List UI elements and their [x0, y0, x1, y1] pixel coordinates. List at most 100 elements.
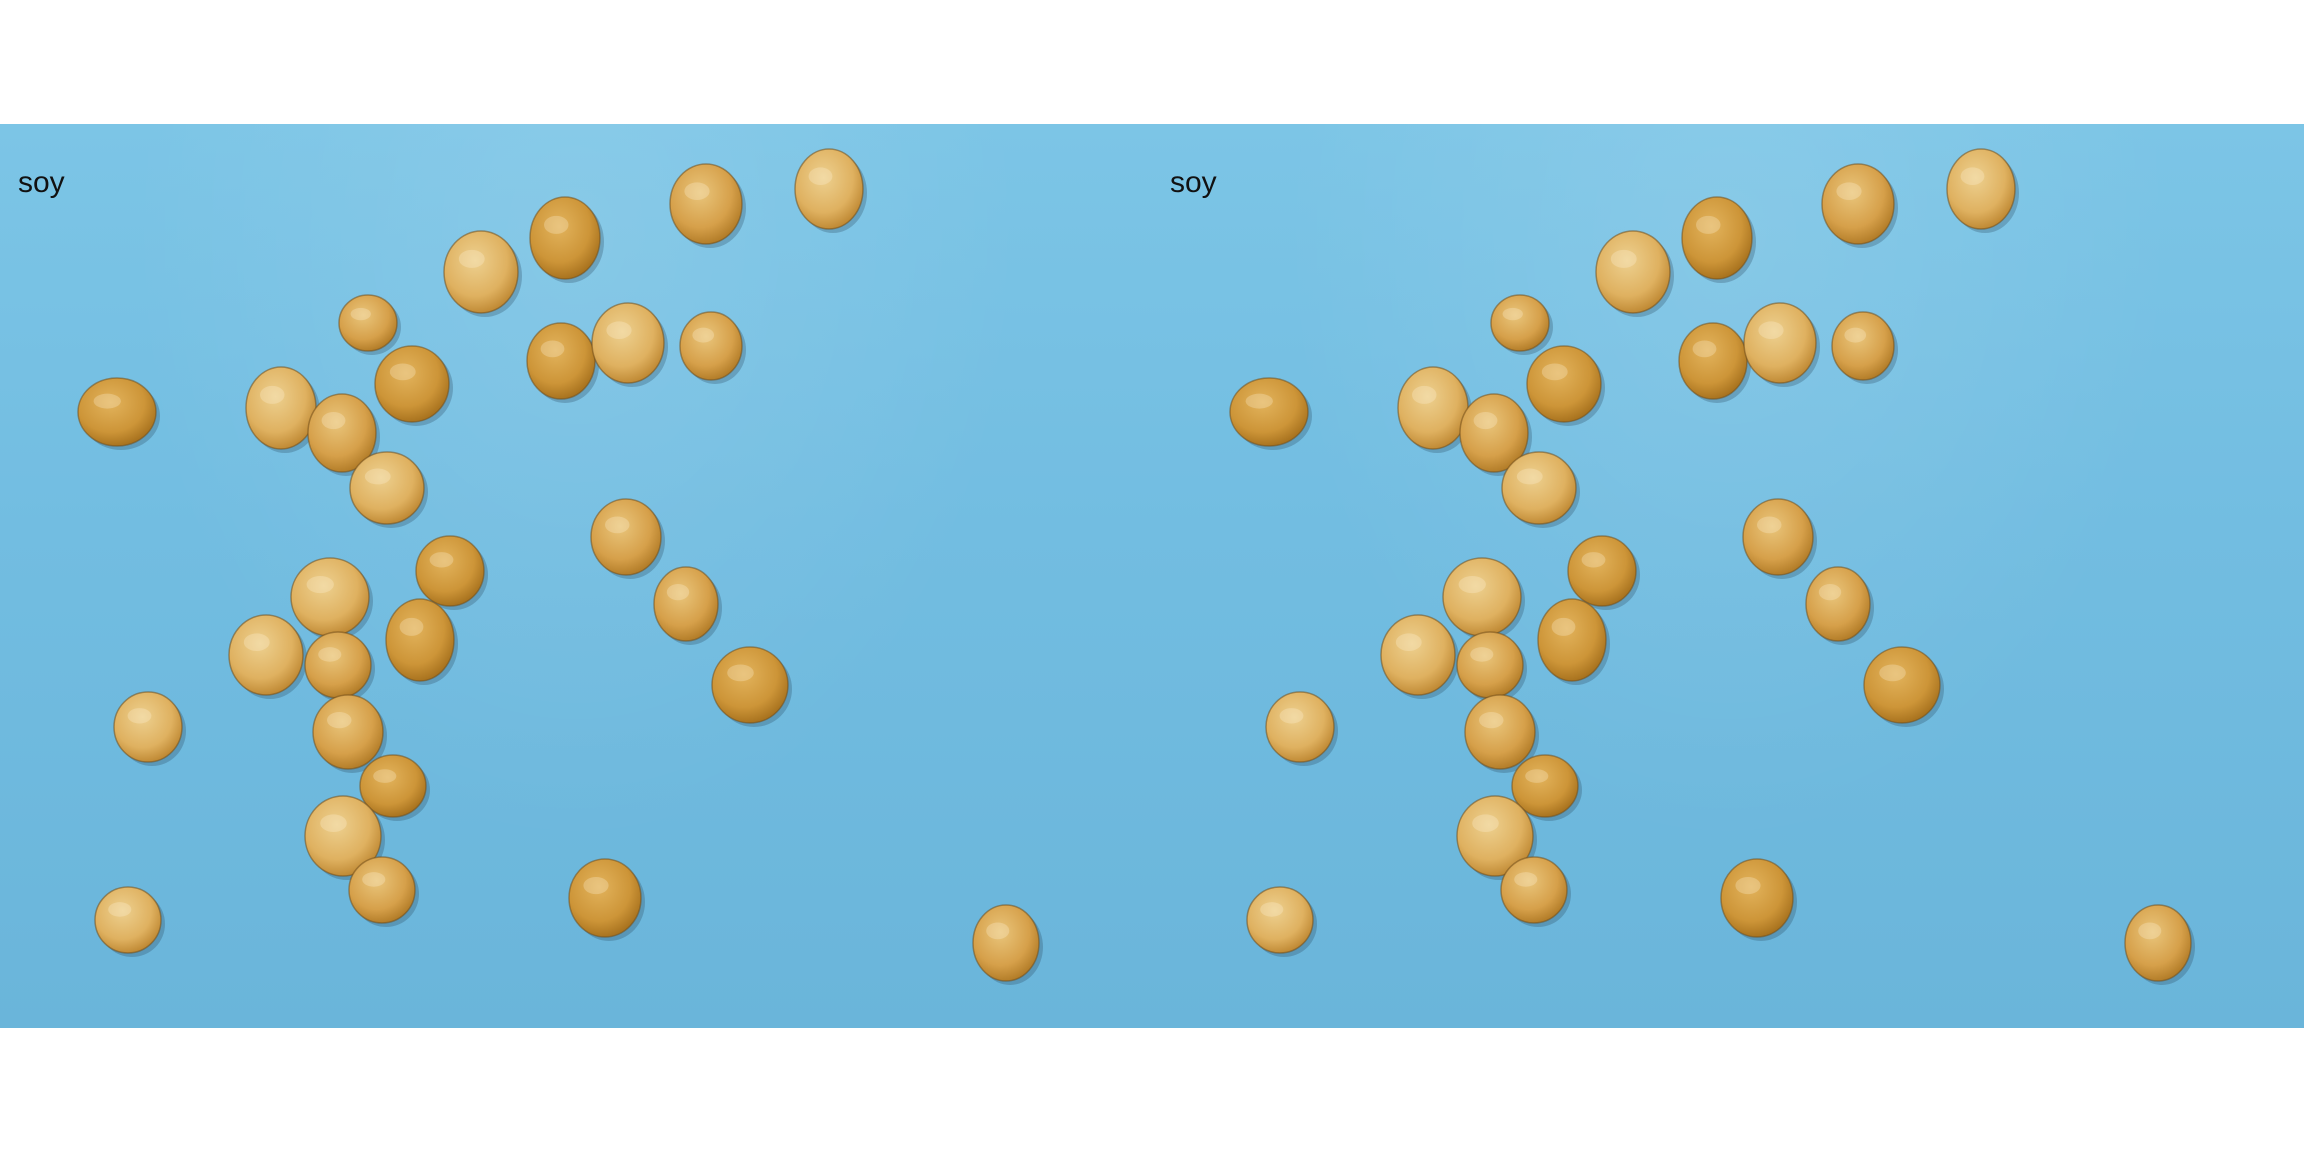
soybean-body [290, 557, 370, 637]
soybean-body [1459, 393, 1529, 473]
soybean-highlight [1610, 249, 1637, 268]
soybean-highlight [808, 167, 833, 185]
soybean [1742, 498, 1817, 579]
soybean-body [1246, 886, 1314, 954]
soybean-body [2124, 904, 2192, 982]
soybean-highlight [1581, 552, 1606, 568]
soybean-body [1526, 345, 1602, 423]
soybean-highlight [260, 385, 285, 404]
soybean-body [1229, 377, 1309, 447]
soybean-body [304, 795, 382, 877]
soybean-highlight [364, 468, 391, 485]
soybean-body [529, 196, 601, 280]
soybean [1459, 393, 1532, 476]
soybean-highlight [692, 327, 715, 343]
soybean [1743, 302, 1820, 387]
soybean [972, 904, 1043, 985]
soybean [443, 230, 522, 317]
soybean [591, 302, 668, 387]
soybean-body [1464, 694, 1536, 770]
soybean [1863, 646, 1944, 727]
soybean-body [590, 498, 662, 576]
soybean [1246, 886, 1317, 957]
soybean-highlight [1502, 307, 1523, 321]
soybean-body [1500, 856, 1568, 924]
soybean-highlight [321, 411, 346, 430]
soybean-highlight [362, 872, 386, 887]
soybean-highlight [243, 633, 270, 651]
soybean-highlight [399, 617, 424, 636]
soybean [1397, 366, 1472, 453]
soybean [1720, 858, 1797, 941]
right-photo-panel: soy [1152, 124, 2304, 1028]
soybean-highlight [1470, 647, 1494, 662]
soybean [77, 377, 160, 450]
soybean-body [526, 322, 596, 400]
soybean-body [972, 904, 1040, 982]
soybean-body [359, 754, 427, 818]
soybean-highlight [318, 647, 342, 662]
soybean-body [348, 856, 416, 924]
soybean-body [1805, 566, 1871, 642]
soybean-body [1397, 366, 1469, 450]
soybean-highlight [1412, 385, 1437, 404]
soybean [290, 557, 373, 640]
soybean-highlight [1525, 769, 1549, 783]
soybean [1805, 566, 1874, 645]
soybean [1821, 163, 1898, 248]
soybean-highlight [986, 922, 1010, 940]
soybean-highlight [320, 814, 347, 832]
soybean-highlight [389, 363, 416, 381]
soybean-body [669, 163, 743, 245]
soybean [374, 345, 453, 426]
soybean-highlight [1279, 708, 1304, 724]
soybean [1265, 691, 1338, 766]
soybean-highlight [2138, 922, 2162, 940]
soybean [304, 631, 375, 702]
soybean-body [1456, 631, 1524, 699]
soybean-body [1831, 311, 1895, 381]
soybean-highlight [540, 340, 565, 358]
soybean-highlight [350, 307, 371, 321]
soybean-body [711, 646, 789, 724]
soybean [1526, 345, 1605, 426]
soybean-body [1442, 557, 1522, 637]
soybean-body [794, 148, 864, 230]
soybean-scene-right [1229, 148, 2195, 985]
soybean-body [415, 535, 485, 607]
soybean [653, 566, 722, 645]
soybean [1567, 535, 1640, 610]
soybean-body [443, 230, 519, 314]
soybean [529, 196, 604, 283]
soybean-body [568, 858, 642, 938]
soybean [113, 691, 186, 766]
soybean [794, 148, 867, 233]
soybean-body [1742, 498, 1814, 576]
soybean [228, 614, 307, 699]
soybean-body [1265, 691, 1335, 763]
soybean [526, 322, 599, 403]
soybean [1456, 631, 1527, 702]
soybean-body [113, 691, 183, 763]
soybean-body [307, 393, 377, 473]
soybean-body [1567, 535, 1637, 607]
soybean [1442, 557, 1525, 640]
soybean [1229, 377, 1312, 450]
soybean-highlight [1395, 633, 1422, 651]
soybean-highlight [127, 708, 152, 724]
soybean-body [1720, 858, 1794, 938]
soybean-highlight [1541, 363, 1568, 381]
soybean-body [1821, 163, 1895, 245]
soybean-highlight [1735, 876, 1761, 895]
soybean-scene-left [77, 148, 1043, 985]
soybean-highlight [458, 249, 485, 268]
soybean [312, 694, 387, 773]
soybean [1501, 451, 1580, 528]
soybean-highlight [684, 182, 710, 200]
panel-label-right: soy [1170, 166, 1217, 199]
soybean-highlight [1844, 327, 1867, 343]
soybean [568, 858, 645, 941]
soybean-highlight [666, 584, 690, 601]
soybean-body [94, 886, 162, 954]
